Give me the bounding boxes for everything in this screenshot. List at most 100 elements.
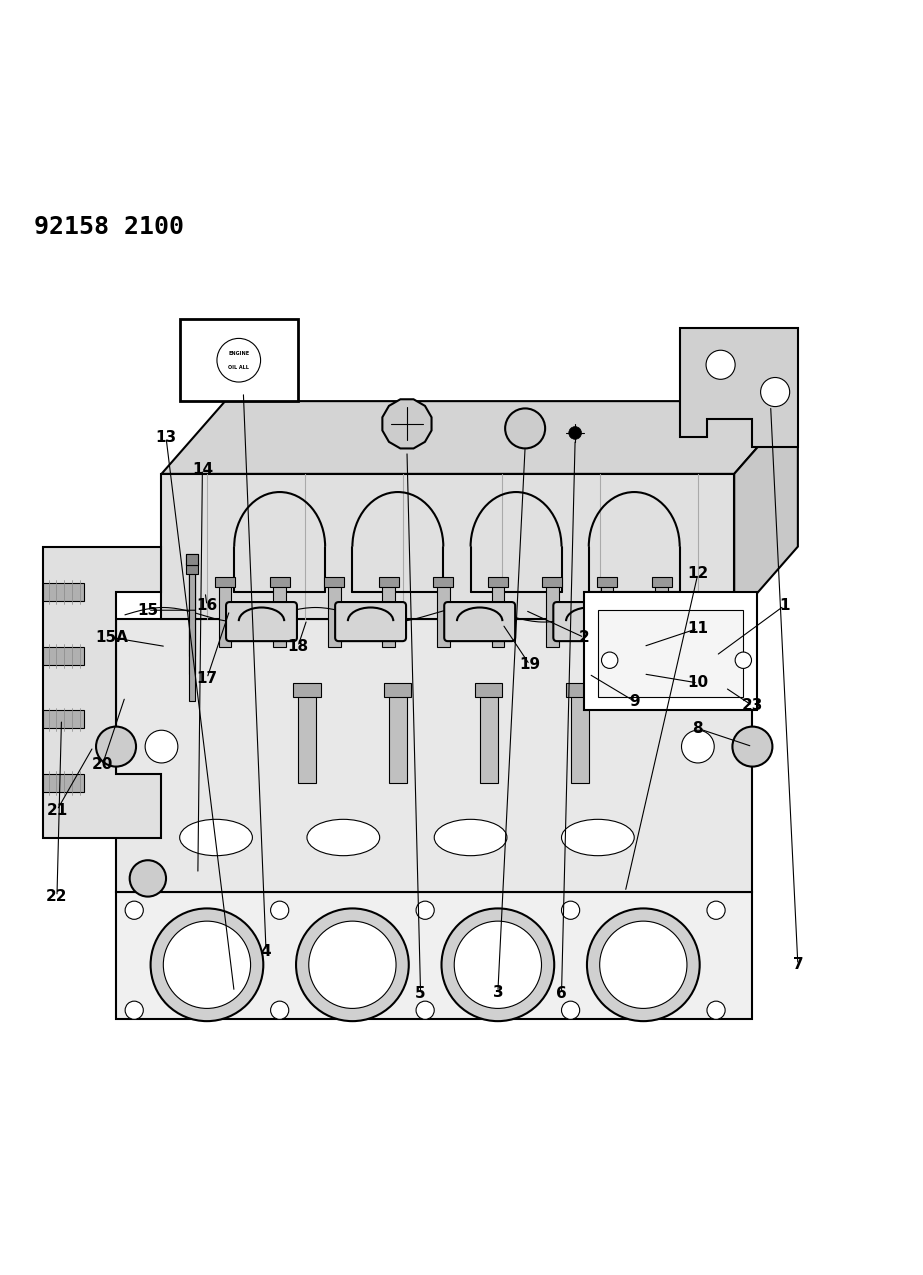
Circle shape <box>126 901 143 919</box>
Circle shape <box>416 901 434 919</box>
Bar <box>378 576 399 588</box>
Bar <box>433 576 453 588</box>
Text: 23: 23 <box>742 699 763 713</box>
Bar <box>384 683 412 696</box>
Text: 6: 6 <box>557 987 567 1001</box>
Circle shape <box>706 351 735 379</box>
Polygon shape <box>43 583 84 601</box>
Polygon shape <box>43 774 84 792</box>
Bar <box>475 683 502 696</box>
Polygon shape <box>669 632 681 643</box>
Circle shape <box>707 901 725 919</box>
Circle shape <box>270 1001 289 1019</box>
Text: 19: 19 <box>519 658 540 672</box>
Bar <box>598 611 743 696</box>
Bar <box>480 692 497 783</box>
Text: 9: 9 <box>629 694 640 709</box>
Text: 7: 7 <box>793 958 803 973</box>
Text: 1: 1 <box>779 598 789 613</box>
Polygon shape <box>162 402 797 474</box>
Circle shape <box>129 861 166 896</box>
Text: 22: 22 <box>46 889 67 904</box>
Ellipse shape <box>434 820 507 856</box>
Text: 12: 12 <box>688 566 709 581</box>
Ellipse shape <box>561 820 634 856</box>
Text: 13: 13 <box>155 430 176 445</box>
Circle shape <box>735 652 751 668</box>
Ellipse shape <box>180 820 252 856</box>
Ellipse shape <box>307 820 379 856</box>
Text: 20: 20 <box>91 757 114 773</box>
Bar <box>382 583 395 646</box>
Text: 3: 3 <box>493 984 503 1000</box>
Circle shape <box>126 1001 143 1019</box>
Polygon shape <box>207 328 270 393</box>
Text: 2: 2 <box>579 630 590 645</box>
Polygon shape <box>116 892 752 1019</box>
Polygon shape <box>43 646 84 664</box>
Bar <box>180 319 298 402</box>
Bar <box>543 576 562 588</box>
Circle shape <box>733 727 773 766</box>
Text: 17: 17 <box>197 671 218 686</box>
Polygon shape <box>734 402 797 620</box>
Circle shape <box>454 921 542 1009</box>
Text: 16: 16 <box>197 598 218 613</box>
Circle shape <box>163 921 250 1009</box>
Text: 10: 10 <box>688 676 709 691</box>
Bar <box>324 576 344 588</box>
Circle shape <box>761 377 790 407</box>
Bar <box>584 592 757 710</box>
Circle shape <box>569 427 581 440</box>
Bar <box>186 553 198 565</box>
Bar <box>652 576 672 588</box>
Text: 21: 21 <box>46 803 67 817</box>
Text: 15: 15 <box>138 603 159 617</box>
Text: 18: 18 <box>287 639 308 654</box>
Bar <box>189 556 195 674</box>
Bar <box>655 583 668 646</box>
Circle shape <box>217 338 260 382</box>
Circle shape <box>561 901 580 919</box>
Bar <box>215 576 235 588</box>
Circle shape <box>505 408 545 449</box>
Bar <box>437 583 450 646</box>
Polygon shape <box>43 547 162 838</box>
Circle shape <box>441 908 554 1021</box>
Polygon shape <box>43 710 84 728</box>
Text: 15A: 15A <box>95 630 128 645</box>
Circle shape <box>416 1001 434 1019</box>
Bar <box>298 692 316 783</box>
FancyBboxPatch shape <box>444 602 515 641</box>
Circle shape <box>587 908 700 1021</box>
Text: OIL ALL: OIL ALL <box>228 365 249 370</box>
Circle shape <box>681 731 714 762</box>
Text: ENGINE: ENGINE <box>228 352 249 356</box>
Circle shape <box>561 1001 580 1019</box>
Circle shape <box>145 731 178 762</box>
Bar <box>186 553 198 565</box>
Bar <box>294 683 320 696</box>
Circle shape <box>296 908 409 1021</box>
Bar <box>546 583 558 646</box>
Polygon shape <box>679 329 797 446</box>
FancyBboxPatch shape <box>553 602 624 641</box>
Text: 8: 8 <box>692 720 703 736</box>
Circle shape <box>600 921 687 1009</box>
FancyBboxPatch shape <box>335 602 406 641</box>
Circle shape <box>309 921 396 1009</box>
Polygon shape <box>116 620 752 892</box>
Bar <box>492 583 504 646</box>
Bar <box>186 564 198 574</box>
Bar <box>570 692 589 783</box>
Bar <box>389 692 407 783</box>
Text: 14: 14 <box>192 462 213 477</box>
Bar <box>189 565 195 655</box>
Circle shape <box>602 652 617 668</box>
Circle shape <box>270 901 289 919</box>
Circle shape <box>707 1001 725 1019</box>
Bar <box>601 583 613 646</box>
Text: 92158 2100: 92158 2100 <box>34 214 185 238</box>
Bar <box>273 583 286 646</box>
Bar <box>328 583 341 646</box>
